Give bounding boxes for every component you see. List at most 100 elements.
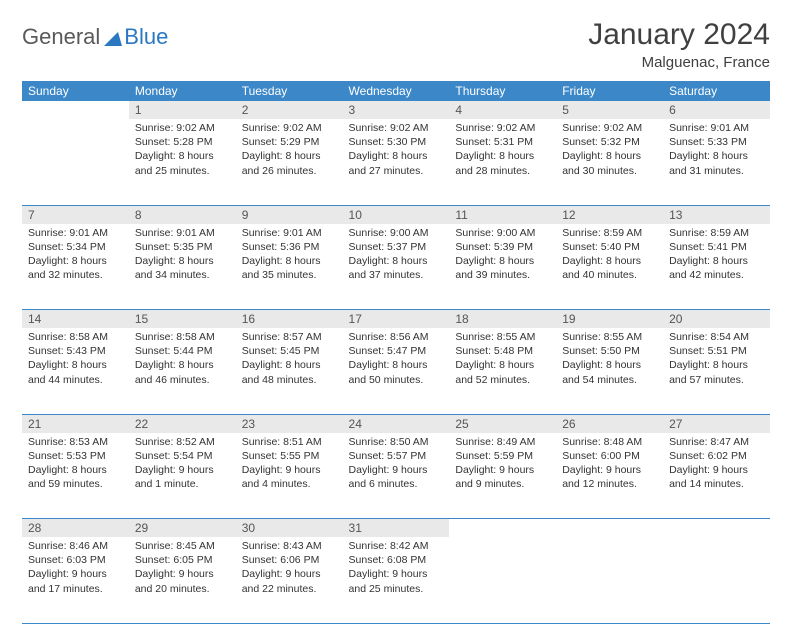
day-body-cell: Sunrise: 8:48 AMSunset: 6:00 PMDaylight:… xyxy=(556,433,663,519)
sunset-line: Sunset: 5:40 PM xyxy=(562,241,640,253)
day-body-cell: Sunrise: 9:02 AMSunset: 5:30 PMDaylight:… xyxy=(343,119,450,205)
daylight-line: Daylight: 9 hours and 1 minute. xyxy=(135,464,214,490)
day-number-cell: 17 xyxy=(343,310,450,329)
day-number-cell: 15 xyxy=(129,310,236,329)
day-details: Sunrise: 8:58 AMSunset: 5:44 PMDaylight:… xyxy=(129,328,236,393)
daylight-line: Daylight: 9 hours and 4 minutes. xyxy=(242,464,321,490)
daylight-line: Daylight: 8 hours and 37 minutes. xyxy=(349,255,428,281)
day-details: Sunrise: 8:58 AM Sunset: 5:43 PM Daylight:… xyxy=(22,328,129,393)
day-number-cell: 23 xyxy=(236,414,343,433)
daylight-line: Daylight: 8 hours and 46 minutes. xyxy=(135,359,214,385)
daylight-line: Daylight: 8 hours and 39 minutes. xyxy=(455,255,534,281)
sunrise-line: Sunrise: 8:54 AM xyxy=(669,331,749,343)
daylight-line: Daylight: 8 hours and 50 minutes. xyxy=(349,359,428,385)
day-details: Sunrise: 9:00 AMSunset: 5:39 PMDaylight:… xyxy=(449,224,556,289)
day-body-cell: Sunrise: 9:00 AMSunset: 5:37 PMDaylight:… xyxy=(343,224,450,310)
day-body-cell: Sunrise: 8:49 AMSunset: 5:59 PMDaylight:… xyxy=(449,433,556,519)
sunset-line: Sunset: 5:43 PM xyxy=(28,345,106,357)
logo-triangle-icon xyxy=(104,32,122,46)
title-block: January 2024 Malguenac, France xyxy=(588,18,770,71)
day-number-cell: 5 xyxy=(556,101,663,119)
day-body-cell: Sunrise: 8:59 AMSunset: 5:40 PMDaylight:… xyxy=(556,224,663,310)
day-body-cell xyxy=(556,537,663,623)
day-number-cell: 18 xyxy=(449,310,556,329)
sunset-line: Sunset: 6:06 PM xyxy=(242,554,320,566)
day-body-cell: Sunrise: 9:01 AMSunset: 5:35 PMDaylight:… xyxy=(129,224,236,310)
sunrise-line: Sunrise: 9:02 AM xyxy=(242,122,322,134)
sunset-line: Sunset: 5:50 PM xyxy=(562,345,640,357)
daylight-line: Daylight: 9 hours and 12 minutes. xyxy=(562,464,641,490)
day-details: Sunrise: 9:02 AMSunset: 5:30 PMDaylight:… xyxy=(343,119,450,184)
day-number-cell: 3 xyxy=(343,101,450,119)
sunrise-line: Sunrise: 9:01 AM xyxy=(242,227,322,239)
day-body-cell: Sunrise: 8:55 AMSunset: 5:48 PMDaylight:… xyxy=(449,328,556,414)
day-details: Sunrise: 8:49 AMSunset: 5:59 PMDaylight:… xyxy=(449,433,556,498)
sunset-line: Sunset: 5:30 PM xyxy=(349,136,427,148)
day-details: Sunrise: 9:02 AMSunset: 5:31 PMDaylight:… xyxy=(449,119,556,184)
day-details: Sunrise: 8:55 AMSunset: 5:48 PMDaylight:… xyxy=(449,328,556,393)
daylight-line: Daylight: 8 hours and 32 minutes. xyxy=(28,255,107,281)
sunset-line: Sunset: 5:54 PM xyxy=(135,450,213,462)
sunrise-line: Sunrise: 9:00 AM xyxy=(455,227,535,239)
day-details: Sunrise: 8:59 AMSunset: 5:41 PMDaylight:… xyxy=(663,224,770,289)
day-body-cell: Sunrise: 8:46 AMSunset: 6:03 PMDaylight:… xyxy=(22,537,129,623)
daylight-line: Daylight: 8 hours and 34 minutes. xyxy=(135,255,214,281)
daylight-line: Daylight: 8 hours and 59 minutes. xyxy=(28,464,107,490)
day-number-cell: 6 xyxy=(663,101,770,119)
daylight-line: Daylight: 8 hours and 31 minutes. xyxy=(669,150,748,176)
daylight-line: Daylight: 9 hours and 6 minutes. xyxy=(349,464,428,490)
sunrise-line: Sunrise: 8:45 AM xyxy=(135,540,215,552)
day-number-cell xyxy=(556,519,663,538)
weekday-header-row: Sunday Monday Tuesday Wednesday Thursday… xyxy=(22,81,770,101)
logo: General Blue xyxy=(22,24,168,50)
day-number-cell: 28 xyxy=(22,519,129,538)
sunset-line: Sunset: 5:55 PM xyxy=(242,450,320,462)
sunset-line: Sunset: 5:41 PM xyxy=(669,241,747,253)
daylight-line: Daylight: 8 hours and 27 minutes. xyxy=(349,150,428,176)
day-details: Sunrise: 9:01 AMSunset: 5:33 PMDaylight:… xyxy=(663,119,770,184)
day-details: Sunrise: 8:42 AMSunset: 6:08 PMDaylight:… xyxy=(343,537,450,602)
sunset-line: Sunset: 5:32 PM xyxy=(562,136,640,148)
day-number-row: 28293031 xyxy=(22,519,770,538)
day-body-row: Sunrise: 9:02 AMSunset: 5:28 PMDaylight:… xyxy=(22,119,770,205)
day-number-row: 123456 xyxy=(22,101,770,119)
daylight-line: Daylight: 8 hours and 28 minutes. xyxy=(455,150,534,176)
sunset-line: Sunset: 6:05 PM xyxy=(135,554,213,566)
day-details: Sunrise: 9:02 AMSunset: 5:32 PMDaylight:… xyxy=(556,119,663,184)
day-number-cell: 26 xyxy=(556,414,663,433)
day-body-cell: Sunrise: 8:50 AMSunset: 5:57 PMDaylight:… xyxy=(343,433,450,519)
sunset-line: Sunset: 5:45 PM xyxy=(242,345,320,357)
day-body-cell: Sunrise: 8:57 AMSunset: 5:45 PMDaylight:… xyxy=(236,328,343,414)
day-number-cell: 2 xyxy=(236,101,343,119)
day-body-cell: Sunrise: 8:43 AMSunset: 6:06 PMDaylight:… xyxy=(236,537,343,623)
sunset-line: Sunset: 6:00 PM xyxy=(562,450,640,462)
sunset-line: Sunset: 5:31 PM xyxy=(455,136,533,148)
sunrise-line: Sunrise: 8:47 AM xyxy=(669,436,749,448)
sunrise-line: Sunrise: 8:58 AM xyxy=(28,331,108,343)
day-details: Sunrise: 8:53 AMSunset: 5:53 PMDaylight:… xyxy=(22,433,129,498)
sunset-line: Sunset: 6:02 PM xyxy=(669,450,747,462)
day-number-cell: 4 xyxy=(449,101,556,119)
sunset-line: Sunset: 6:03 PM xyxy=(28,554,106,566)
sunrise-line: Sunrise: 8:59 AM xyxy=(562,227,642,239)
sunset-line: Sunset: 5:44 PM xyxy=(135,345,213,357)
day-details: Sunrise: 8:48 AMSunset: 6:00 PMDaylight:… xyxy=(556,433,663,498)
daylight-line: Daylight: 8 hours and 42 minutes. xyxy=(669,255,748,281)
location-label: Malguenac, France xyxy=(588,54,770,71)
day-details: Sunrise: 8:59 AMSunset: 5:40 PMDaylight:… xyxy=(556,224,663,289)
day-details: Sunrise: 9:01 AMSunset: 5:34 PMDaylight:… xyxy=(22,224,129,289)
day-number-cell xyxy=(449,519,556,538)
daylight-line: Daylight: 8 hours and 44 minutes. xyxy=(28,359,107,385)
day-number-cell: 10 xyxy=(343,205,450,224)
daylight-line: Daylight: 8 hours and 57 minutes. xyxy=(669,359,748,385)
day-body-cell: Sunrise: 8:56 AMSunset: 5:47 PMDaylight:… xyxy=(343,328,450,414)
day-body-cell xyxy=(449,537,556,623)
day-details: Sunrise: 9:02 AMSunset: 5:28 PMDaylight:… xyxy=(129,119,236,184)
daylight-line: Daylight: 8 hours and 54 minutes. xyxy=(562,359,641,385)
day-number-cell: 7 xyxy=(22,205,129,224)
weekday-header: Friday xyxy=(556,81,663,101)
sunset-line: Sunset: 5:35 PM xyxy=(135,241,213,253)
day-details: Sunrise: 8:57 AMSunset: 5:45 PMDaylight:… xyxy=(236,328,343,393)
day-body-cell: Sunrise: 9:02 AMSunset: 5:31 PMDaylight:… xyxy=(449,119,556,205)
day-number-cell: 16 xyxy=(236,310,343,329)
